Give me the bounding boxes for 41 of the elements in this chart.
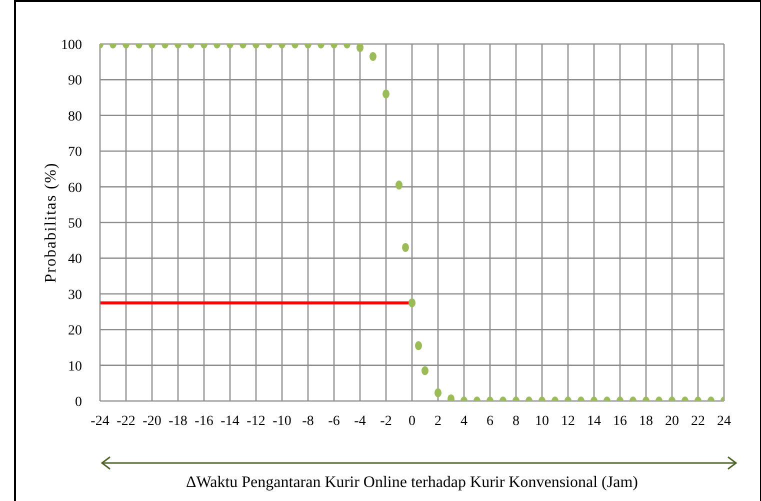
x-tick-label: 12 bbox=[561, 414, 575, 429]
point bbox=[402, 242, 409, 252]
y-tick-label: 60 bbox=[68, 180, 82, 196]
x-tick-label: -10 bbox=[272, 414, 292, 429]
x-tick-label: 24 bbox=[717, 414, 731, 429]
y-tick-label: 50 bbox=[68, 216, 82, 232]
x-tick-label: 20 bbox=[665, 414, 679, 429]
point bbox=[396, 180, 402, 190]
x-tick-label: -20 bbox=[142, 414, 162, 429]
y-tick-label: 30 bbox=[68, 288, 82, 303]
y-tick-label: 90 bbox=[68, 74, 82, 89]
x-tick-label: 2 bbox=[434, 414, 442, 429]
y-tick-label: 100 bbox=[61, 38, 82, 53]
x-tick-label: 8 bbox=[512, 414, 520, 429]
y-tick-label: 70 bbox=[68, 145, 82, 160]
x-tick-label: 14 bbox=[587, 414, 601, 429]
x-tick-label: -8 bbox=[302, 414, 314, 429]
y-tick-label: 80 bbox=[68, 109, 82, 124]
y-tick-label: 20 bbox=[68, 324, 82, 339]
x-tick-label: -22 bbox=[116, 414, 136, 429]
x-tick-label: -16 bbox=[194, 414, 214, 429]
x-axis-title: ΔWaktu Pengantaran Kurir Online terhadap Kurir Konvensional (Jam) bbox=[185, 474, 639, 492]
y-tick-label: 10 bbox=[68, 359, 82, 374]
x-tick-label: -4 bbox=[354, 414, 366, 429]
y-tick-label: 0 bbox=[75, 394, 82, 410]
x-tick-label: 16 bbox=[613, 414, 627, 429]
point bbox=[408, 298, 416, 308]
x-tick-label: -14 bbox=[220, 414, 240, 429]
y-axis-title: Probabilitas (%) bbox=[42, 162, 60, 283]
x-tick-label: 6 bbox=[486, 414, 494, 429]
y-tick-label: 40 bbox=[68, 252, 82, 268]
x-tick-label: 22 bbox=[691, 414, 705, 429]
x-tick-label: 18 bbox=[639, 414, 653, 429]
x-tick-label: -12 bbox=[246, 414, 266, 429]
x-tick-label: -18 bbox=[168, 414, 188, 429]
x-tick-label: -2 bbox=[380, 414, 392, 429]
x-tick-label: 10 bbox=[535, 414, 549, 429]
x-tick-label: -6 bbox=[328, 414, 340, 429]
x-tick-label: 4 bbox=[460, 414, 468, 429]
x-tick-label: -24 bbox=[90, 414, 110, 429]
x-tick-label: 0 bbox=[408, 414, 416, 429]
